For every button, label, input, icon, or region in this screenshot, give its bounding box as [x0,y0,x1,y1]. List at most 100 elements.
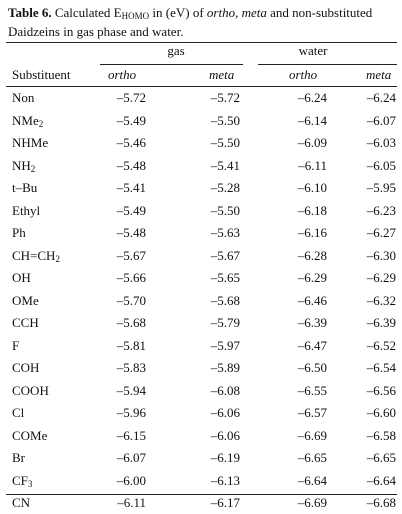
substituent-name: Ph [12,225,26,240]
substituent-name: Ethyl [12,202,41,218]
substituent-name: NMe [12,112,39,128]
substituent-cell: CH=CH2 [12,245,60,270]
caption-text-2: in (eV) of [149,5,207,20]
gas-ortho-cell: –5.70 [116,292,146,308]
water-meta-cell: –6.54 [366,360,396,375]
water-ortho-cell: –6.64 [297,472,327,488]
substituent-cell: OMe [12,290,39,312]
water-ortho-cell: –6.14 [297,112,327,128]
substituent-name: CCH [12,315,39,330]
substituent-cell: t–Bu [12,177,37,199]
substituent-cell: Br [12,447,25,469]
water-meta-cell: –6.56 [366,382,396,398]
table-caption: Table 6. Calculated EHOMO in (eV) of ort… [8,5,400,39]
substituent-name: CF [12,472,28,488]
table-row: CF3 –6.00 –6.13 –6.64 –6.64 [0,470,402,492]
substituent-name: COMe [12,427,48,443]
group-header-water: water [298,43,328,58]
table-row: CH=CH2 –5.67 –5.67 –6.28 –6.30 [0,245,402,267]
gas-meta-cell: –6.17 [210,495,240,510]
water-ortho-cell: –6.46 [297,292,327,308]
substituent-name: NHMe [12,135,49,150]
substituent-name: F [12,337,20,353]
table-row: OMe –5.70 –5.68 –6.46 –6.32 [0,290,402,312]
gas-meta-cell: –5.41 [210,157,240,173]
substituent-cell: Ph [12,222,26,244]
gas-meta-cell: –5.50 [210,202,240,218]
caption-italic-ortho: ortho [206,5,236,20]
substituent-cell: CN [12,492,30,514]
substituent-cell: NHMe [12,132,48,154]
water-meta-cell: –6.03 [366,135,396,150]
group-underline-water [258,64,397,65]
water-meta-cell: –6.58 [366,427,396,443]
table-row: CCH –5.68 –5.79 –6.39 –6.39 [0,312,402,334]
water-meta-cell: –6.29 [366,270,396,285]
water-ortho-cell: –6.16 [297,225,327,240]
substituent-subscript: 2 [30,163,36,174]
substituent-name: CN [12,495,31,510]
caption-subscript: HOMO [121,11,150,21]
gas-meta-cell: –6.08 [210,382,240,398]
substituent-name: NH [12,157,31,173]
substituent-subscript: 2 [38,118,44,129]
gas-meta-cell: –5.50 [210,135,240,150]
substituent-cell: Cl [12,402,24,424]
table-bottom-rule [6,494,397,495]
water-ortho-cell: –6.28 [297,247,327,263]
water-ortho-cell: –6.47 [297,337,327,353]
gas-ortho-cell: –5.41 [116,180,146,195]
water-meta-cell: –6.32 [366,292,396,308]
water-meta-cell: –6.30 [366,247,396,263]
column-header-substituent: Substituent [12,67,71,82]
water-ortho-cell: –6.09 [297,135,327,150]
table-row: Ph –5.48 –5.63 –6.16 –6.27 [0,222,402,244]
table-row: CN –6.11 –6.17 –6.69 –6.68 [0,492,402,514]
water-ortho-cell: –6.24 [297,90,327,105]
water-meta-cell: –6.05 [366,157,396,173]
substituent-cell: COMe [12,425,47,447]
water-meta-cell: –6.23 [366,202,396,218]
gas-meta-cell: –5.72 [210,90,240,105]
substituent-name: Br [12,450,25,465]
water-meta-cell: –6.52 [366,337,396,353]
gas-meta-cell: –5.68 [210,292,240,308]
water-ortho-cell: –6.55 [297,382,327,398]
water-ortho-cell: –6.39 [297,315,327,330]
water-ortho-cell: –6.65 [297,450,327,465]
gas-meta-cell: –5.28 [210,180,240,195]
gas-ortho-cell: –5.68 [116,315,146,330]
gas-ortho-cell: –6.15 [116,427,146,443]
caption-text-3: , [235,5,242,20]
gas-ortho-cell: –5.48 [116,225,146,240]
column-header-water-meta: meta [366,67,392,82]
substituent-name: COOH [12,382,49,398]
water-ortho-cell: –6.29 [297,270,327,285]
gas-meta-cell: –5.65 [210,270,240,285]
gas-meta-cell: –6.13 [210,472,240,488]
substituent-name: OH [12,270,31,285]
table-row: COMe –6.15 –6.06 –6.69 –6.58 [0,425,402,447]
gas-meta-cell: –5.79 [210,315,240,330]
substituent-name: COH [12,360,40,375]
water-meta-cell: –6.65 [366,450,396,465]
table-row: Cl –5.96 –6.06 –6.57 –6.60 [0,402,402,424]
water-meta-cell: –6.39 [366,315,396,330]
substituent-subscript: 2 [55,253,60,264]
substituent-cell: Ethyl [12,200,40,222]
caption-text-4: and non-substituted Daidzeins in gas pha… [8,5,373,39]
table-row: F –5.81 –5.97 –6.47 –6.52 [0,335,402,357]
group-underline-gas [100,64,243,65]
substituent-cell: F [12,335,19,357]
water-ortho-cell: –6.57 [297,405,327,420]
table-row: Non –5.72 –5.72 –6.24 –6.24 [0,87,402,109]
substituent-cell: NMe2 [12,110,43,135]
substituent-cell: COOH [12,380,49,402]
gas-ortho-cell: –6.00 [116,472,146,488]
gas-ortho-cell: –5.46 [116,135,146,150]
gas-meta-cell: –5.50 [210,112,240,128]
table-row: NHMe –5.46 –5.50 –6.09 –6.03 [0,132,402,154]
substituent-cell: NH2 [12,155,35,180]
water-meta-cell: –6.68 [366,495,396,510]
gas-meta-cell: –5.67 [210,247,240,263]
